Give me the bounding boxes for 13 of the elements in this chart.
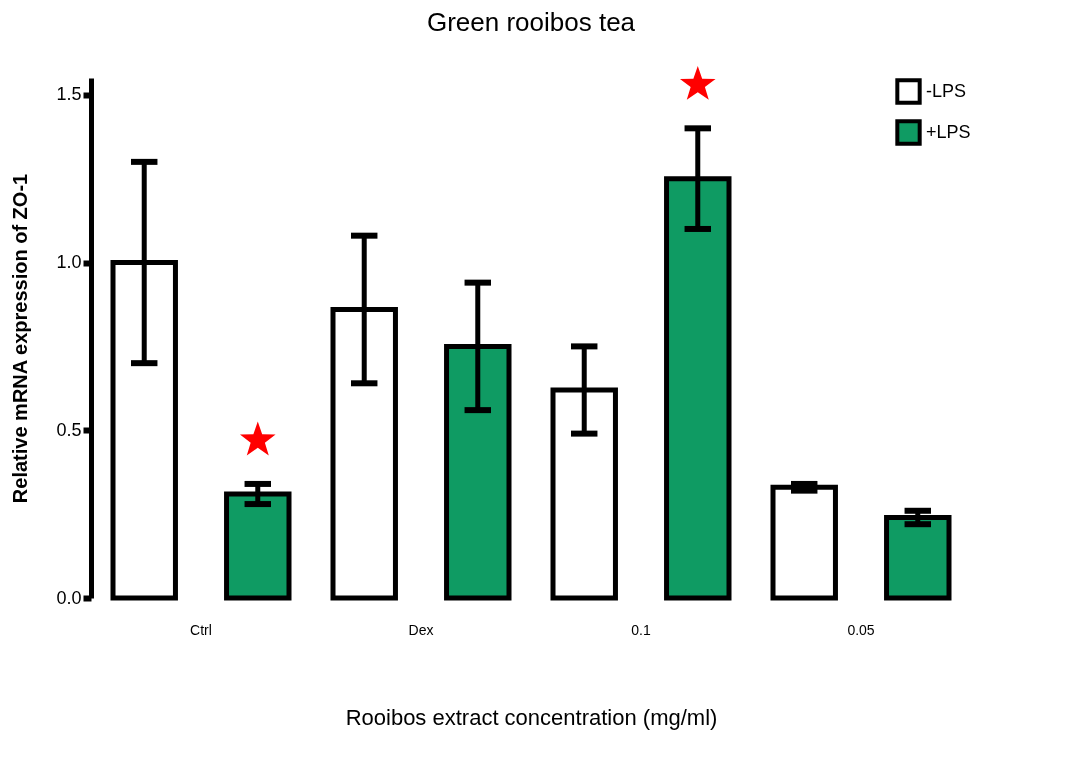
- x-axis-title: Rooibos extract concentration (mg/ml): [345, 704, 718, 730]
- x-tick-label: 0.05: [847, 621, 875, 638]
- y-tick-label: 0.5: [56, 419, 82, 440]
- chart-title: Green rooibos tea: [426, 7, 636, 37]
- x-tick-label: Ctrl: [190, 621, 212, 638]
- x-tick-label: 0.1: [631, 621, 651, 638]
- y-axis-title: Relative mRNA expression of ZO-1: [9, 173, 32, 504]
- y-tick-label: 1.0: [56, 252, 82, 273]
- legend-label: +LPS: [926, 121, 971, 142]
- y-tick-label: 1.5: [56, 84, 82, 105]
- x-tick-label: Dex: [408, 621, 434, 638]
- legend-label: -LPS: [926, 80, 967, 101]
- y-tick-label: 0.0: [56, 587, 82, 608]
